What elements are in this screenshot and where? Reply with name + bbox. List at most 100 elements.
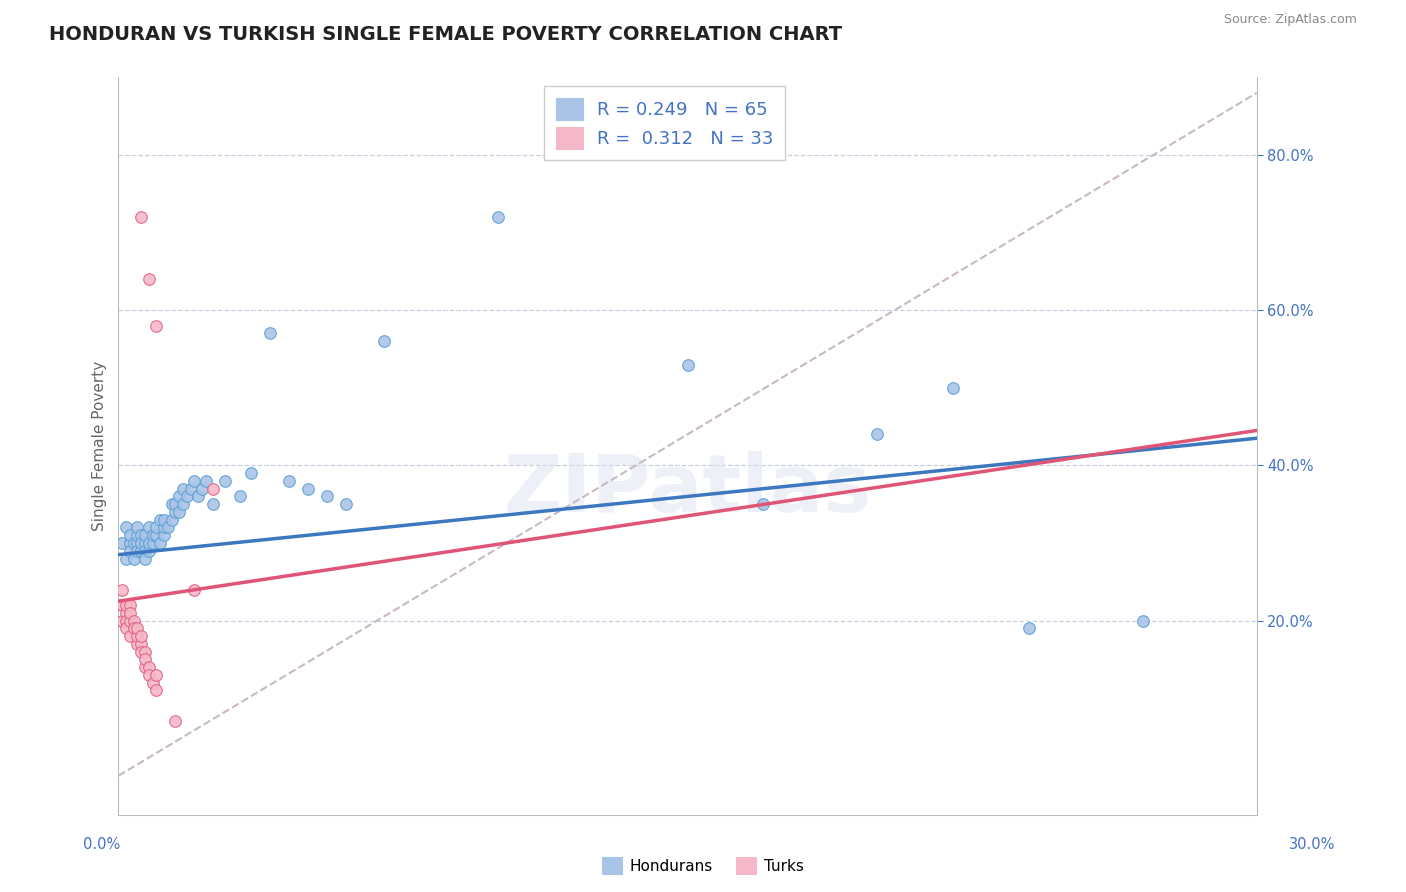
Point xyxy=(297,482,319,496)
Point xyxy=(138,543,160,558)
Point xyxy=(111,614,134,628)
Point xyxy=(167,505,190,519)
Point xyxy=(149,513,172,527)
Point xyxy=(145,668,167,682)
Point xyxy=(115,606,138,620)
Point xyxy=(160,497,183,511)
Text: ZIPatlas: ZIPatlas xyxy=(503,451,872,529)
Point xyxy=(127,543,149,558)
Point xyxy=(122,551,145,566)
Point xyxy=(165,505,187,519)
Point xyxy=(111,598,134,612)
Point xyxy=(129,637,152,651)
Point xyxy=(115,551,138,566)
Point xyxy=(138,520,160,534)
Point xyxy=(165,714,187,729)
Point xyxy=(373,334,395,349)
Y-axis label: Single Female Poverty: Single Female Poverty xyxy=(93,361,107,531)
Point xyxy=(278,474,301,488)
Point xyxy=(134,660,156,674)
Point xyxy=(129,543,152,558)
Legend: R = 0.249   N = 65, R =  0.312   N = 33: R = 0.249 N = 65, R = 0.312 N = 33 xyxy=(544,87,786,161)
Point xyxy=(180,482,202,496)
Text: Source: ZipAtlas.com: Source: ZipAtlas.com xyxy=(1223,13,1357,27)
Point xyxy=(145,683,167,698)
Point xyxy=(214,474,236,488)
Point xyxy=(134,551,156,566)
Point xyxy=(111,536,134,550)
Point xyxy=(118,528,141,542)
Point xyxy=(118,606,141,620)
Point xyxy=(172,482,194,496)
Point xyxy=(122,621,145,635)
Point xyxy=(134,645,156,659)
Point xyxy=(111,582,134,597)
Point xyxy=(176,490,198,504)
Point xyxy=(118,543,141,558)
Point xyxy=(676,358,699,372)
Point xyxy=(115,520,138,534)
Point xyxy=(202,482,225,496)
Point xyxy=(142,528,165,542)
Point xyxy=(145,520,167,534)
Point xyxy=(134,536,156,550)
Point xyxy=(229,490,252,504)
Point xyxy=(129,528,152,542)
Point xyxy=(160,513,183,527)
Point xyxy=(129,536,152,550)
Point xyxy=(240,466,263,480)
Point xyxy=(153,528,176,542)
Point xyxy=(866,427,889,442)
Point xyxy=(115,621,138,635)
Point xyxy=(1018,621,1040,635)
Point xyxy=(127,629,149,643)
Point xyxy=(122,536,145,550)
Point xyxy=(118,629,141,643)
Point xyxy=(129,645,152,659)
Point xyxy=(118,536,141,550)
Point xyxy=(194,474,217,488)
Point xyxy=(191,482,214,496)
Point xyxy=(335,497,357,511)
Point xyxy=(118,614,141,628)
Point xyxy=(129,629,152,643)
Point xyxy=(167,490,190,504)
Point xyxy=(118,598,141,612)
Point xyxy=(127,536,149,550)
Point xyxy=(138,272,160,286)
Point xyxy=(187,490,209,504)
Point xyxy=(145,528,167,542)
Point xyxy=(486,210,509,224)
Point xyxy=(752,497,775,511)
Point xyxy=(138,668,160,682)
Point xyxy=(165,497,187,511)
Legend: Hondurans, Turks: Hondurans, Turks xyxy=(596,851,810,880)
Point xyxy=(156,520,179,534)
Point xyxy=(127,528,149,542)
Point xyxy=(145,318,167,333)
Point xyxy=(183,474,205,488)
Point xyxy=(202,497,225,511)
Text: 30.0%: 30.0% xyxy=(1289,838,1334,852)
Point xyxy=(129,210,152,224)
Text: 0.0%: 0.0% xyxy=(83,838,120,852)
Point xyxy=(259,326,281,341)
Point xyxy=(122,614,145,628)
Point xyxy=(942,381,965,395)
Point xyxy=(127,637,149,651)
Point xyxy=(183,582,205,597)
Point xyxy=(142,536,165,550)
Point xyxy=(316,490,339,504)
Point xyxy=(134,543,156,558)
Point xyxy=(142,675,165,690)
Point xyxy=(172,497,194,511)
Point xyxy=(1132,614,1154,628)
Point xyxy=(153,520,176,534)
Text: HONDURAN VS TURKISH SINGLE FEMALE POVERTY CORRELATION CHART: HONDURAN VS TURKISH SINGLE FEMALE POVERT… xyxy=(49,25,842,44)
Point xyxy=(115,614,138,628)
Point xyxy=(127,520,149,534)
Point xyxy=(153,513,176,527)
Point xyxy=(134,652,156,666)
Point xyxy=(138,660,160,674)
Point xyxy=(149,536,172,550)
